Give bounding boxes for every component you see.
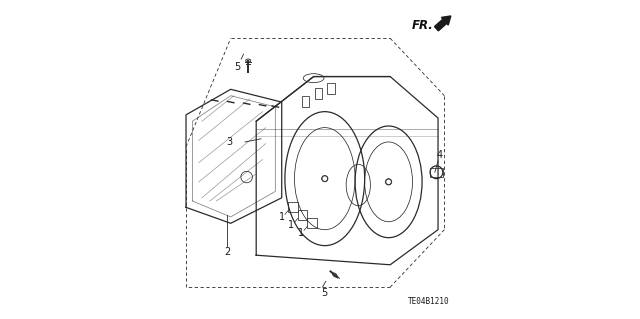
Text: TE04B1210: TE04B1210 [408,297,449,306]
Circle shape [387,180,390,183]
Bar [315,88,322,99]
FancyArrow shape [435,16,451,31]
Ellipse shape [333,273,337,277]
Text: 1: 1 [278,212,285,222]
Text: 4: 4 [436,150,443,160]
Circle shape [385,179,392,185]
Bar [327,83,335,94]
Text: 5: 5 [234,62,240,72]
Bar [430,168,443,177]
Text: 2: 2 [225,247,230,257]
Text: 5: 5 [321,288,327,298]
Text: 1: 1 [298,228,304,238]
Bar [302,96,310,107]
Text: 1: 1 [288,220,294,230]
Circle shape [321,175,328,182]
Text: 3: 3 [226,137,232,147]
Circle shape [323,177,326,180]
Ellipse shape [246,59,251,62]
Text: FR.: FR. [412,19,433,32]
